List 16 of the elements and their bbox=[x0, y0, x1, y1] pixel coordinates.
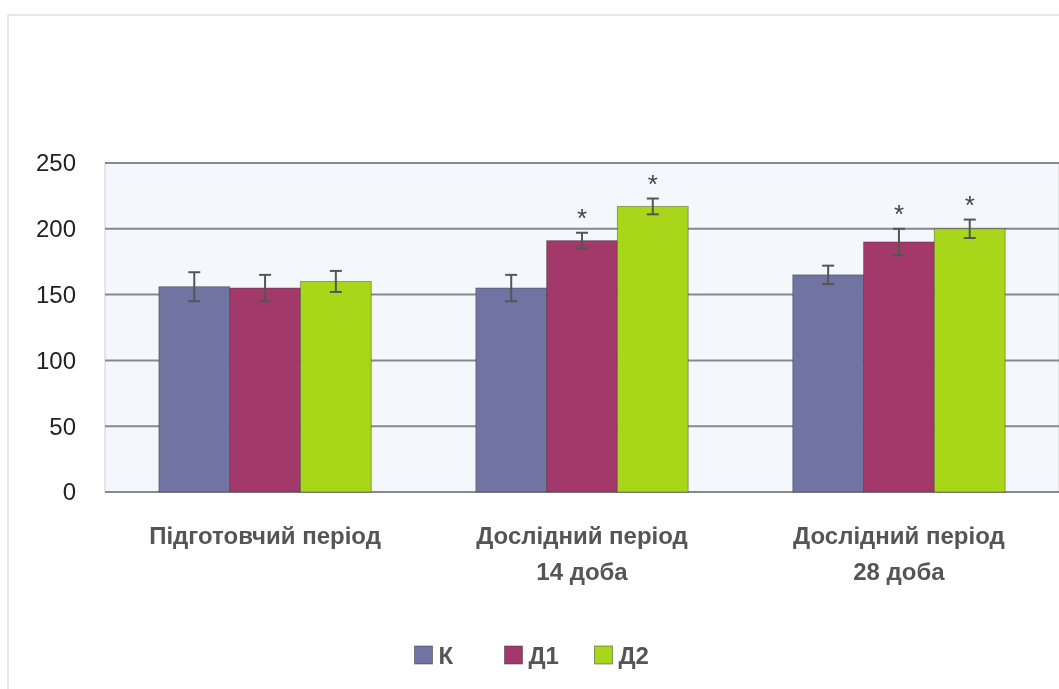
data-label: * bbox=[647, 168, 658, 199]
x-tick-label: Дослідний період 14 доба bbox=[476, 522, 688, 585]
data-label: * bbox=[964, 189, 975, 220]
data-label: * bbox=[893, 198, 905, 229]
y-tick-label: 150 bbox=[35, 281, 76, 308]
x-tick-label: Дослідний період 28 доба bbox=[793, 522, 1005, 585]
legend-label: Д1 bbox=[528, 642, 559, 669]
y-tick-label: 0 bbox=[62, 478, 76, 506]
y-tick-label: 200 bbox=[35, 215, 76, 243]
legend-label: Д2 bbox=[618, 642, 649, 669]
legend-label: К bbox=[438, 642, 454, 669]
y-tick-label: 100 bbox=[35, 346, 76, 374]
y-tick-label: 50 bbox=[49, 412, 76, 440]
y-tick-label: 250 bbox=[35, 149, 76, 177]
x-tick-label: Підготовчий період bbox=[149, 522, 381, 549]
data-label: * bbox=[576, 202, 588, 233]
